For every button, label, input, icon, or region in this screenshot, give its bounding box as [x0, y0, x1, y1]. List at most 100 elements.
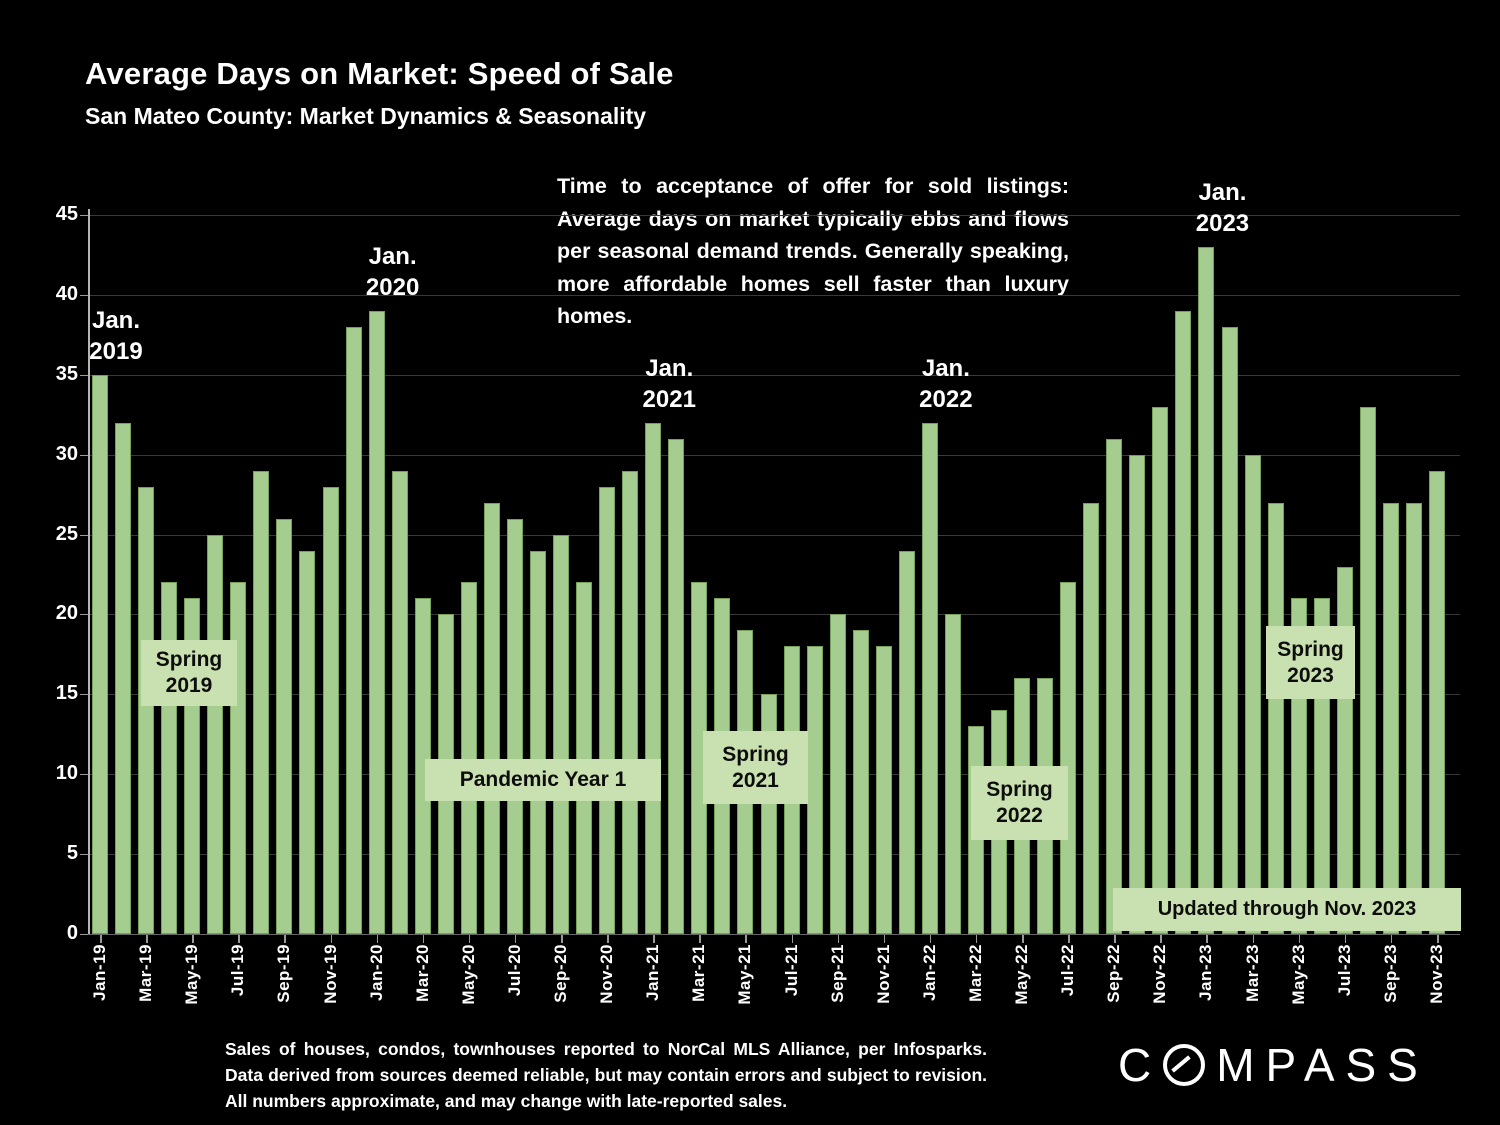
y-axis-label-0: 0 — [66, 922, 78, 944]
x-axis-line — [88, 934, 1460, 935]
x-axis-label-Sep-23: Sep-23 — [1380, 944, 1400, 1003]
bar-Jul-19 — [230, 582, 247, 934]
y-axis-label-45: 45 — [55, 203, 78, 225]
x-tick-Sep-23 — [1390, 935, 1393, 943]
bar-Feb-21 — [668, 438, 685, 934]
x-tick-May-19 — [192, 935, 194, 943]
y-axis-label-30: 30 — [55, 442, 78, 465]
bar-Jun-20 — [483, 502, 500, 934]
bar-Feb-23 — [1221, 326, 1238, 934]
bar-Mar-23 — [1244, 454, 1261, 934]
x-tick-Sep-21 — [837, 935, 840, 943]
x-axis-label-Sep-21: Sep-21 — [827, 944, 847, 1003]
bar-Jul-20 — [506, 518, 523, 934]
chart-commentary: Time to acceptance of offer for sold lis… — [557, 174, 1069, 328]
footnote: Sales of houses, condos, townhouses repo… — [225, 1039, 987, 1111]
x-axis-label-Jan-19: Jan-19 — [90, 944, 109, 1001]
x-axis-label-Nov-21: Nov-21 — [873, 944, 893, 1004]
y-axis-label-15: 15 — [55, 682, 78, 705]
bar-Jan-23 — [1198, 246, 1215, 934]
x-tick-May-20 — [468, 935, 471, 943]
x-tick-Nov-20 — [607, 935, 609, 943]
bar-Oct-19 — [299, 550, 316, 934]
bar-Dec-21 — [898, 550, 915, 934]
bar-Sep-19 — [276, 518, 293, 934]
bar-Sep-20 — [553, 534, 570, 934]
y-tick-40 — [80, 294, 88, 296]
y-axis-label-5: 5 — [66, 842, 78, 865]
x-tick-Nov-23 — [1437, 935, 1439, 943]
callout-spring-2021: Spring 2021 — [703, 731, 808, 804]
logo-letters-mpass: MPASS — [1216, 1039, 1429, 1091]
annotation-jan.-2022: Jan. 2022 — [919, 354, 973, 413]
x-tick-Jan-23 — [1206, 935, 1208, 943]
bar-Aug-22 — [1083, 502, 1100, 934]
x-axis-label-May-23: May-23 — [1288, 944, 1308, 1005]
x-tick-Jul-22 — [1068, 935, 1070, 943]
gridline-30 — [88, 454, 1460, 456]
y-tick-15 — [80, 694, 88, 696]
x-axis-label-May-22: May-22 — [1012, 944, 1032, 1005]
callout-spring-2023: Spring 2023 — [1266, 626, 1355, 699]
x-tick-May-22 — [1022, 935, 1024, 943]
y-tick-35 — [80, 374, 88, 376]
bar-Sep-22 — [1106, 438, 1123, 934]
x-axis-label-Nov-22: Nov-22 — [1150, 944, 1170, 1004]
x-tick-Jul-19 — [238, 935, 240, 943]
x-axis-label-Jul-23: Jul-23 — [1334, 944, 1354, 997]
bar-Oct-21 — [852, 630, 869, 934]
annotation-jan.-2023: Jan. 2023 — [1195, 178, 1250, 237]
bar-Nov-21 — [875, 646, 892, 934]
bar-Feb-19 — [115, 422, 132, 934]
x-axis-label-Sep-19: Sep-19 — [274, 944, 294, 1003]
x-axis-label-May-19: May-19 — [182, 944, 202, 1005]
x-axis-label-May-21: May-21 — [735, 944, 755, 1005]
y-axis-label-10: 10 — [55, 762, 78, 785]
bar-Jul-23 — [1336, 566, 1353, 934]
bar-Jan-19 — [92, 374, 108, 934]
bar-Aug-23 — [1359, 406, 1376, 934]
x-axis-label-Mar-20: Mar-20 — [412, 944, 432, 1002]
bar-Jan-22 — [921, 422, 938, 934]
x-tick-Sep-22 — [1114, 935, 1116, 943]
x-tick-Jan-20 — [376, 935, 379, 943]
bar-Aug-21 — [806, 646, 823, 934]
bar-Jun-19 — [207, 534, 224, 934]
y-axis-label-40: 40 — [55, 282, 78, 305]
bar-Oct-22 — [1129, 454, 1146, 934]
y-axis-label-25: 25 — [55, 522, 78, 545]
x-tick-Nov-21 — [883, 935, 886, 943]
x-tick-May-21 — [745, 935, 747, 943]
bar-Nov-20 — [599, 486, 616, 934]
y-tick-10 — [80, 774, 88, 776]
bar-Oct-20 — [576, 582, 593, 934]
x-tick-Jul-21 — [791, 935, 794, 943]
page-subtitle: San Mateo County: Market Dynamics & Seas… — [85, 103, 647, 129]
x-tick-Sep-19 — [284, 935, 286, 943]
bar-Aug-19 — [253, 470, 270, 934]
x-tick-Nov-19 — [330, 935, 333, 943]
x-tick-Jan-19 — [100, 935, 102, 943]
x-axis-label-Jul-19: Jul-19 — [228, 944, 248, 997]
y-axis-label-20: 20 — [55, 602, 78, 625]
y-tick-20 — [80, 614, 88, 616]
bar-Dec-19 — [345, 326, 362, 934]
x-tick-Jul-20 — [514, 935, 517, 943]
bar-Oct-23 — [1405, 502, 1422, 934]
bar-Feb-20 — [391, 470, 408, 934]
y-tick-45 — [80, 215, 88, 216]
bar-Jan-21 — [645, 422, 662, 934]
page-title: Average Days on Market: Speed of Sale — [85, 56, 674, 91]
x-axis-label-Jan-20: Jan-20 — [366, 944, 386, 1001]
x-axis-label-Mar-19: Mar-19 — [136, 944, 156, 1002]
y-axis — [88, 209, 90, 934]
compass-logo: C MPASS — [1118, 1038, 1429, 1092]
compass-needle-o-icon — [1163, 1044, 1206, 1086]
x-tick-Mar-23 — [1252, 935, 1255, 943]
gridline-40 — [88, 294, 1460, 296]
gridline-35 — [88, 374, 1460, 376]
x-axis-label-Sep-22: Sep-22 — [1104, 944, 1124, 1003]
bar-Feb-22 — [944, 614, 961, 934]
